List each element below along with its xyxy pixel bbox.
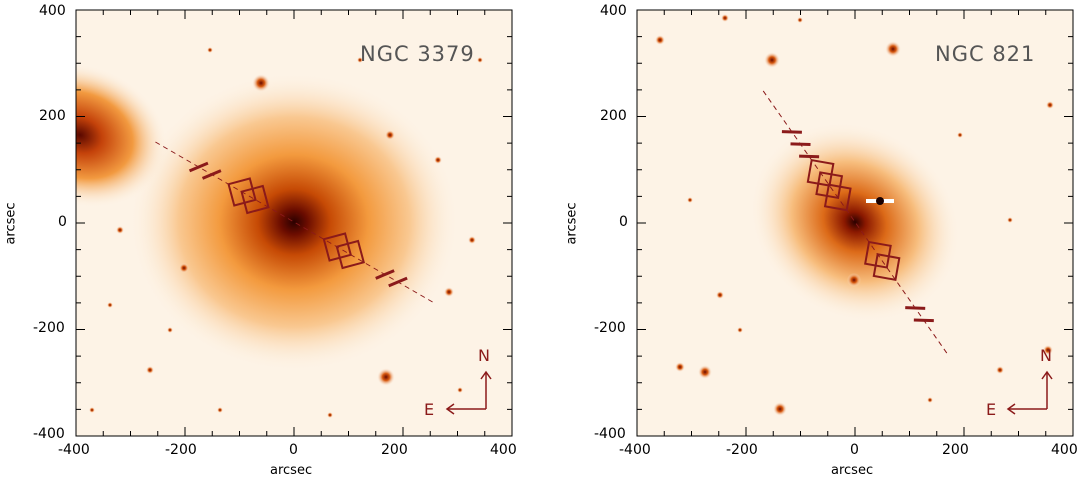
panel-right-title: NGC 821: [935, 42, 1036, 66]
field-square: [872, 253, 901, 281]
slit-marker: [781, 130, 802, 134]
slit-marker: [905, 306, 926, 310]
slit-marker: [790, 142, 811, 147]
left-xtick: 400: [490, 442, 517, 458]
right-ylabel: arcsec: [564, 202, 580, 245]
field-square: [335, 239, 365, 270]
image-ngc821: [637, 10, 1073, 436]
left-xtick: 0: [289, 442, 298, 458]
axes-frame: [636, 9, 1074, 437]
slit-line: [155, 141, 433, 303]
field-square: [823, 183, 852, 212]
compass-north-arrowhead: [480, 370, 492, 380]
compass-east-arrowhead: [1006, 403, 1016, 415]
right-xlabel: arcsec: [831, 463, 874, 478]
right-xtick: -200: [726, 442, 758, 458]
right-ytick: 400: [600, 3, 627, 19]
left-xtick: -200: [165, 442, 197, 458]
left-ytick: -400: [33, 426, 65, 442]
right-ytick: 200: [600, 108, 627, 124]
compass-north-arrowhead: [1041, 370, 1053, 380]
right-ytick: -200: [594, 320, 626, 336]
left-xlabel: arcsec: [270, 463, 313, 478]
image-ngc3379: [76, 10, 512, 436]
left-compass-north: N: [478, 346, 490, 365]
field-square: [240, 184, 270, 215]
axes-frame: [75, 9, 513, 437]
left-ytick: 0: [58, 214, 67, 230]
right-compass-east: E: [986, 400, 997, 419]
panel-left-title: NGC 3379: [360, 42, 475, 66]
slit-marker: [913, 318, 934, 323]
slit-line: [762, 90, 948, 354]
right-ytick: 0: [619, 214, 628, 230]
left-ytick: 200: [39, 108, 66, 124]
left-xtick: -400: [58, 442, 90, 458]
right-xtick: 400: [1051, 442, 1078, 458]
left-xtick: 200: [381, 442, 408, 458]
right-xtick: -400: [619, 442, 651, 458]
slit-marker: [188, 161, 209, 173]
slit-marker: [799, 154, 820, 159]
right-compass-north: N: [1040, 346, 1052, 365]
left-compass-east: E: [424, 400, 435, 419]
left-ytick: 400: [39, 3, 66, 19]
right-xtick: 0: [850, 442, 859, 458]
slit-marker: [375, 269, 395, 280]
right-ytick: -400: [594, 426, 626, 442]
slit-marker: [388, 276, 408, 288]
slit-marker: [201, 169, 222, 180]
compass-east-arrowhead: [445, 403, 455, 415]
left-ylabel: arcsec: [3, 202, 19, 245]
right-xtick: 200: [942, 442, 969, 458]
left-ytick: -200: [33, 320, 65, 336]
